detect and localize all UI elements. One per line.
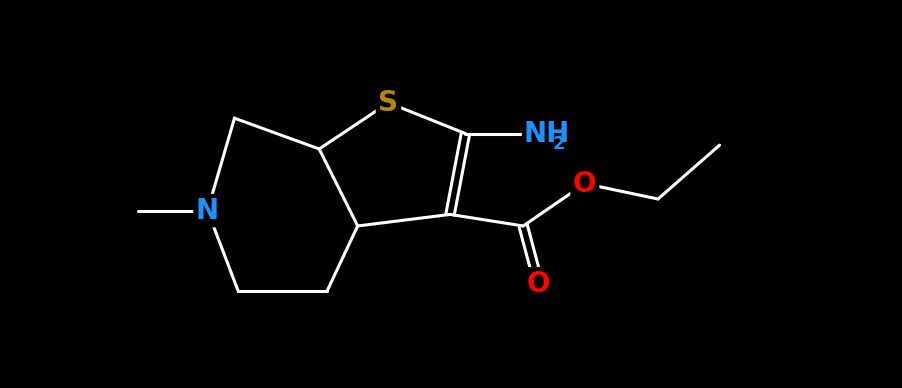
Text: 2: 2 bbox=[552, 135, 565, 152]
Text: NH: NH bbox=[522, 120, 569, 147]
Text: O: O bbox=[526, 270, 550, 298]
Text: N: N bbox=[196, 197, 219, 225]
Text: S: S bbox=[378, 89, 398, 117]
Text: O: O bbox=[573, 170, 596, 197]
